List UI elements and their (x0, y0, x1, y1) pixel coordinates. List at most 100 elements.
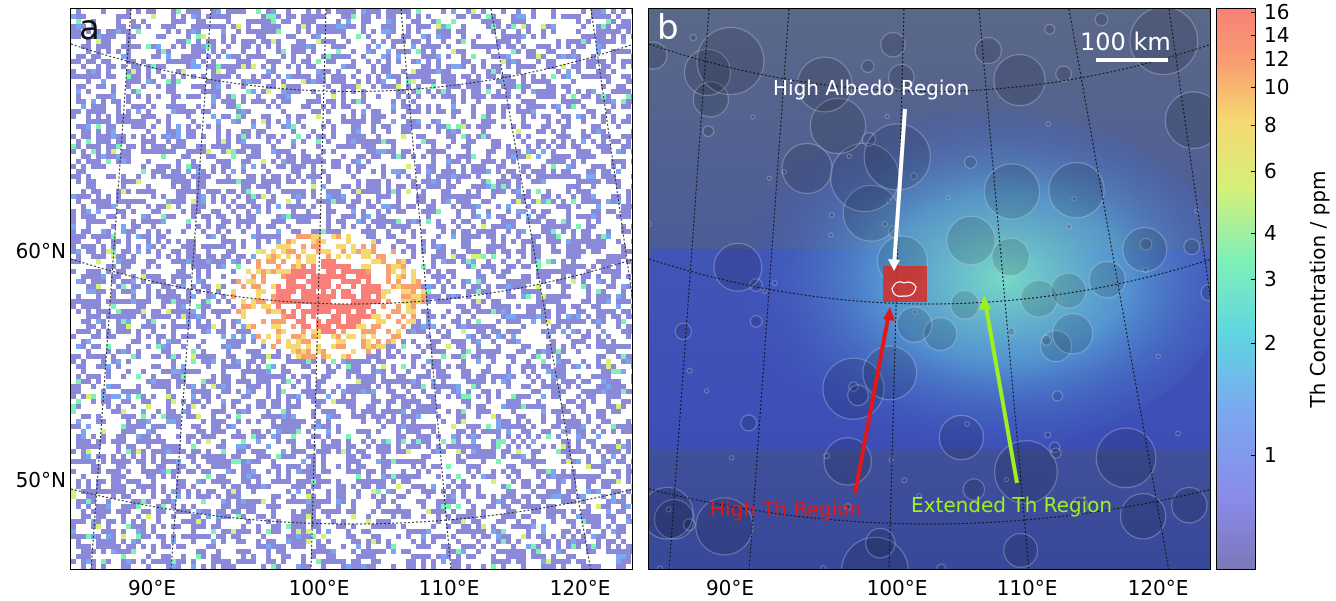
noise-pixel (216, 119, 221, 124)
noise-pixel (541, 294, 546, 299)
noise-pixel (96, 164, 101, 169)
noise-pixel (436, 294, 441, 299)
noise-pixel (516, 19, 521, 24)
noise-pixel (606, 364, 611, 369)
noise-pixel (226, 204, 231, 209)
noise-pixel (446, 144, 451, 149)
noise-pixel (391, 29, 396, 34)
noise-pixel (76, 374, 81, 379)
noise-pixel (556, 349, 561, 354)
noise-pixel (416, 379, 421, 384)
noise-pixel (221, 359, 226, 364)
noise-pixel (266, 114, 271, 119)
noise-pixel (311, 274, 316, 279)
noise-pixel (591, 89, 596, 94)
noise-pixel (236, 134, 241, 139)
noise-pixel (171, 174, 176, 179)
noise-pixel (316, 99, 321, 104)
noise-pixel (106, 229, 111, 234)
noise-pixel (171, 199, 176, 204)
noise-pixel (396, 274, 401, 279)
noise-pixel (136, 299, 141, 304)
noise-pixel (96, 329, 101, 334)
noise-pixel (261, 404, 266, 409)
noise-pixel (256, 284, 261, 289)
noise-pixel (316, 384, 321, 389)
noise-pixel (541, 384, 546, 389)
noise-pixel (371, 114, 376, 119)
noise-pixel (211, 379, 216, 384)
noise-pixel (266, 444, 271, 449)
noise-pixel (146, 324, 151, 329)
noise-pixel (156, 234, 161, 239)
noise-pixel (186, 39, 191, 44)
noise-pixel (311, 409, 316, 414)
noise-pixel (411, 444, 416, 449)
noise-pixel (121, 179, 126, 184)
noise-pixel (596, 409, 601, 414)
noise-pixel (551, 9, 556, 14)
noise-pixel (291, 229, 296, 234)
noise-pixel (206, 254, 211, 259)
noise-pixel (191, 209, 196, 214)
noise-pixel (211, 259, 216, 264)
noise-pixel (176, 69, 181, 74)
noise-pixel (501, 314, 506, 319)
noise-pixel (496, 274, 501, 279)
noise-pixel (516, 14, 521, 19)
noise-pixel (101, 364, 106, 369)
noise-pixel (371, 374, 376, 379)
noise-pixel (561, 154, 566, 159)
noise-pixel (331, 294, 336, 299)
noise-pixel (96, 94, 101, 99)
noise-pixel (401, 114, 406, 119)
noise-pixel (266, 184, 271, 189)
noise-pixel (296, 39, 301, 44)
noise-pixel (461, 49, 466, 54)
noise-pixel (346, 139, 351, 144)
noise-pixel (451, 94, 456, 99)
noise-pixel (471, 264, 476, 269)
noise-pixel (281, 189, 286, 194)
noise-pixel (626, 79, 631, 84)
noise-pixel (396, 304, 401, 309)
noise-pixel (281, 19, 286, 24)
noise-pixel (81, 64, 86, 69)
noise-pixel (241, 379, 246, 384)
noise-pixel (131, 289, 136, 294)
noise-pixel (166, 174, 171, 179)
noise-pixel (631, 264, 632, 269)
noise-pixel (321, 239, 326, 244)
noise-pixel (96, 209, 101, 214)
noise-pixel (366, 444, 371, 449)
noise-pixel (121, 299, 126, 304)
noise-pixel (591, 74, 596, 79)
noise-pixel (456, 324, 461, 329)
noise-pixel (576, 434, 581, 439)
noise-pixel (501, 189, 506, 194)
noise-pixel (356, 219, 361, 224)
noise-pixel (381, 444, 386, 449)
noise-pixel (476, 304, 481, 309)
noise-pixel (276, 119, 281, 124)
noise-pixel (441, 194, 446, 199)
noise-pixel (121, 349, 126, 354)
noise-pixel (546, 24, 551, 29)
noise-pixel (466, 134, 471, 139)
noise-pixel (611, 364, 616, 369)
noise-pixel (461, 429, 466, 434)
noise-pixel (536, 389, 541, 394)
noise-pixel (306, 394, 311, 399)
noise-pixel (601, 84, 606, 89)
noise-pixel (176, 414, 181, 419)
noise-pixel (196, 414, 201, 419)
noise-pixel (406, 319, 411, 324)
noise-pixel (421, 404, 426, 409)
noise-pixel (276, 49, 281, 54)
noise-pixel (231, 209, 236, 214)
noise-pixel (211, 354, 216, 359)
noise-pixel (151, 189, 156, 194)
noise-pixel (101, 324, 106, 329)
noise-pixel (346, 399, 351, 404)
noise-pixel (586, 414, 591, 419)
